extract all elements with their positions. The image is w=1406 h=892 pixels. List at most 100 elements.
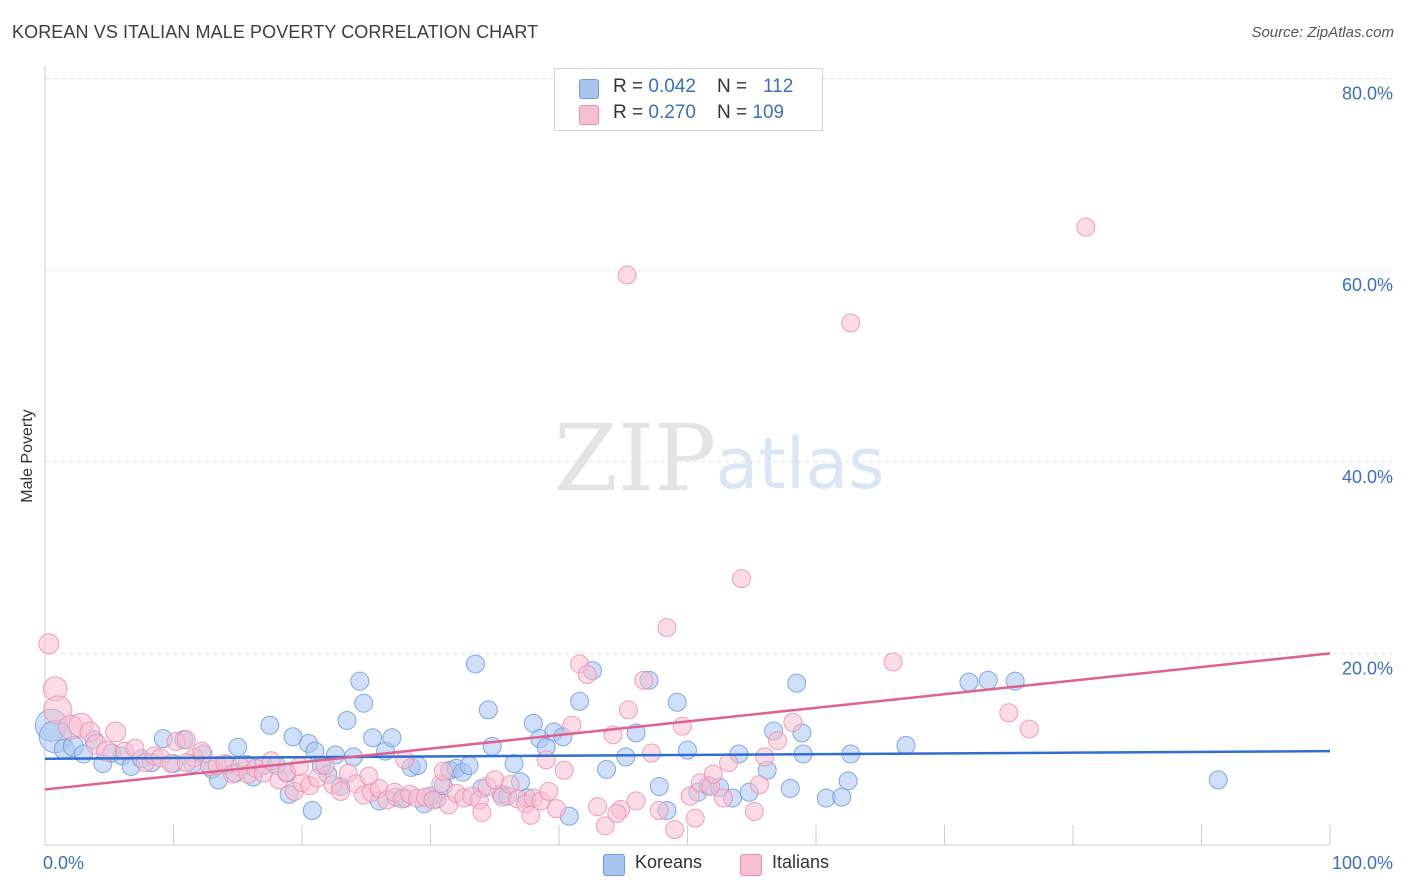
italians-point <box>536 750 556 770</box>
series-legend: Koreans Italians <box>0 852 1406 876</box>
italians-point <box>1019 719 1039 739</box>
italians-point <box>841 313 861 333</box>
italians-point <box>331 781 351 801</box>
italians-point <box>755 747 775 767</box>
legend-n-value-italians: 109 <box>752 102 785 123</box>
italians-point <box>634 670 654 690</box>
legend-label-koreans: Koreans <box>635 852 703 872</box>
italians-point <box>38 633 60 655</box>
koreans-point <box>465 654 485 674</box>
italians-point <box>105 721 127 743</box>
source-label: Source: ZipAtlas.com <box>1251 24 1394 41</box>
italians-point <box>289 756 309 776</box>
y-tick-label: 80.0% <box>1342 84 1393 104</box>
series-italians <box>38 217 1096 840</box>
italians-point <box>713 788 733 808</box>
italians-point <box>999 703 1019 723</box>
x-tick-label-start: 0.0% <box>43 853 84 873</box>
koreans-point <box>1208 770 1228 790</box>
italians-point <box>539 781 559 801</box>
koreans-point <box>382 728 402 748</box>
koreans-point <box>616 747 636 767</box>
legend-swatch-koreans <box>579 79 599 99</box>
koreans-point <box>504 754 524 774</box>
koreans-point <box>302 801 322 821</box>
koreans-point <box>959 672 979 692</box>
y-tick-label: 60.0% <box>1342 275 1393 295</box>
legend-n-label: N = <box>717 102 753 123</box>
watermark-zip: ZIP <box>554 405 716 512</box>
legend-r-value-koreans: 0.042 <box>648 76 696 97</box>
koreans-point <box>678 740 697 760</box>
italians-point <box>767 731 787 751</box>
koreans-point <box>787 673 807 693</box>
koreans-point <box>570 691 590 711</box>
italians-point <box>731 569 751 589</box>
koreans-point <box>482 736 502 756</box>
legend-swatch-italians <box>579 105 599 125</box>
legend-n-value-koreans: 112 <box>762 76 794 97</box>
italians-point <box>395 750 415 770</box>
watermark-atlas: atlas <box>715 423 884 505</box>
italians-point <box>192 741 212 761</box>
koreans-point <box>260 715 280 735</box>
y-tick-label: 40.0% <box>1342 467 1393 487</box>
koreans-point <box>363 728 383 748</box>
koreans-point <box>459 755 479 775</box>
stats-legend: R = 0.042 N = 112 R = 0.270 N = 109 <box>554 68 823 131</box>
italians-point <box>685 808 705 828</box>
koreans-point <box>780 778 800 798</box>
italians-point <box>176 753 196 773</box>
italians-point <box>783 712 803 732</box>
italians-point <box>577 664 597 684</box>
italians-point <box>618 700 638 720</box>
legend-n-label: N = <box>717 76 753 97</box>
legend-swatch-italians <box>740 854 762 876</box>
koreans-point <box>337 710 357 730</box>
italians-point <box>359 766 379 786</box>
italians-point <box>665 820 685 840</box>
legend-r-value-italians: 0.270 <box>648 102 696 123</box>
italians-point <box>626 791 646 811</box>
koreans-point <box>832 787 852 807</box>
italians-point <box>546 799 566 819</box>
italians-point <box>642 743 662 763</box>
italians-point <box>649 801 669 821</box>
italians-point <box>562 715 582 735</box>
legend-r-label: R = <box>613 102 649 123</box>
italians-point <box>588 797 608 817</box>
italians-point <box>433 761 453 781</box>
italians-point <box>595 816 615 836</box>
italians-point <box>521 805 541 825</box>
italians-point <box>472 802 492 822</box>
koreans-point <box>354 693 374 713</box>
koreans-point <box>350 671 370 691</box>
italians-point <box>703 764 723 784</box>
italians-point <box>744 801 764 821</box>
chart-title: KOREAN VS ITALIAN MALE POVERTY CORRELATI… <box>12 22 539 42</box>
legend-label-italians: Italians <box>772 852 830 872</box>
italians-point <box>1076 217 1096 237</box>
koreans-point <box>896 735 916 755</box>
italians-point <box>617 265 637 285</box>
trend-line-italians <box>44 652 1331 791</box>
koreans-point <box>667 692 687 712</box>
italians-point <box>657 618 677 638</box>
koreans-point <box>478 700 498 720</box>
italians-point <box>607 803 627 823</box>
italians-point <box>672 716 692 736</box>
legend-r-label: R = <box>613 76 649 97</box>
italians-point <box>554 760 574 780</box>
trend-line-koreans <box>44 749 1331 761</box>
italians-point <box>749 775 769 795</box>
x-tick-label-end: 100.0% <box>1332 853 1393 873</box>
koreans-point <box>838 771 858 791</box>
trend-lines <box>44 652 1331 791</box>
italians-point <box>883 652 903 672</box>
legend-swatch-koreans <box>603 854 625 876</box>
koreans-point <box>978 670 998 690</box>
koreans-point <box>597 759 617 779</box>
tick-labels: 20.0% 40.0% 60.0% 80.0% 0.0% 100.0% <box>43 84 1393 873</box>
italians-point <box>680 786 700 806</box>
